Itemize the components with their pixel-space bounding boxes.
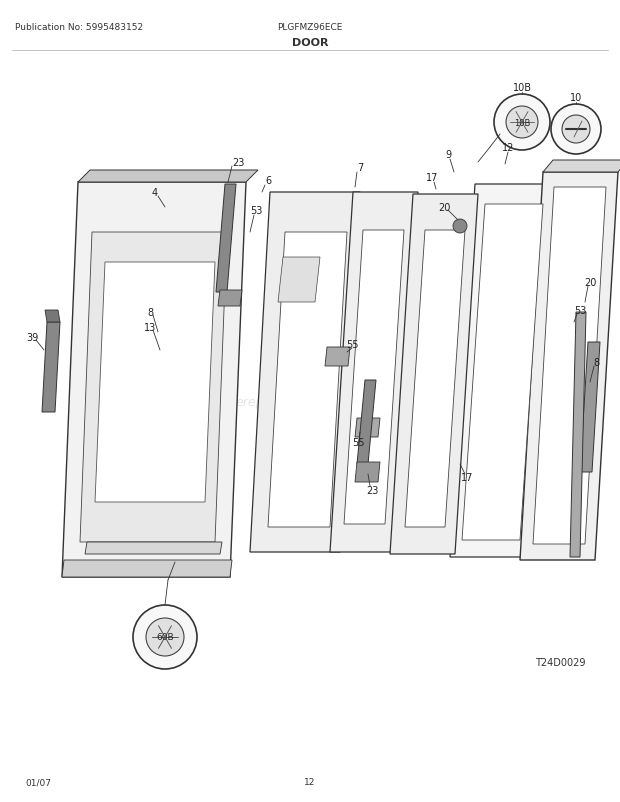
- Text: ereplacementparts.com: ereplacementparts.com: [235, 396, 385, 409]
- Polygon shape: [533, 188, 606, 545]
- Polygon shape: [355, 419, 380, 437]
- Polygon shape: [450, 184, 555, 557]
- Text: 17: 17: [461, 472, 473, 482]
- Text: 20: 20: [438, 203, 450, 213]
- Text: 7: 7: [357, 163, 363, 172]
- Polygon shape: [62, 183, 246, 577]
- Text: 10B: 10B: [513, 83, 531, 93]
- Text: 55: 55: [346, 339, 358, 350]
- Text: 6: 6: [265, 176, 271, 186]
- Polygon shape: [45, 310, 60, 322]
- Text: 53: 53: [250, 206, 262, 216]
- Text: 23: 23: [232, 158, 244, 168]
- Circle shape: [551, 105, 601, 155]
- Text: 55: 55: [352, 437, 364, 448]
- Text: 8: 8: [147, 308, 153, 318]
- Polygon shape: [80, 233, 227, 542]
- Circle shape: [562, 115, 590, 144]
- Polygon shape: [95, 263, 215, 502]
- Text: 20: 20: [584, 277, 596, 288]
- Polygon shape: [462, 205, 543, 541]
- Polygon shape: [357, 380, 376, 464]
- Polygon shape: [250, 192, 360, 553]
- Circle shape: [494, 95, 550, 151]
- Polygon shape: [355, 463, 380, 482]
- Polygon shape: [330, 192, 418, 553]
- Text: DOOR: DOOR: [292, 38, 328, 48]
- Polygon shape: [520, 172, 618, 561]
- Text: T24D0029: T24D0029: [534, 657, 585, 667]
- Text: 39: 39: [26, 333, 38, 342]
- Circle shape: [453, 220, 467, 233]
- Text: 8: 8: [593, 358, 599, 367]
- Polygon shape: [344, 231, 404, 525]
- Text: 53: 53: [574, 306, 586, 316]
- Polygon shape: [62, 561, 232, 577]
- Polygon shape: [78, 171, 258, 183]
- Text: 23: 23: [366, 485, 378, 496]
- Polygon shape: [325, 347, 350, 367]
- Polygon shape: [390, 195, 478, 554]
- Circle shape: [133, 606, 197, 669]
- Polygon shape: [278, 257, 320, 302]
- Text: PLGFMZ96ECE: PLGFMZ96ECE: [277, 23, 343, 32]
- Text: 17: 17: [426, 172, 438, 183]
- Text: 12: 12: [502, 143, 514, 153]
- Text: 10B: 10B: [514, 119, 530, 128]
- Text: 10: 10: [570, 93, 582, 103]
- Polygon shape: [405, 231, 465, 528]
- Polygon shape: [570, 313, 586, 557]
- Polygon shape: [218, 290, 242, 306]
- Circle shape: [146, 618, 184, 656]
- Circle shape: [506, 107, 538, 139]
- Text: 4: 4: [152, 188, 158, 198]
- Polygon shape: [268, 233, 347, 528]
- Polygon shape: [216, 184, 236, 293]
- Text: 9: 9: [445, 150, 451, 160]
- Polygon shape: [543, 160, 620, 172]
- Polygon shape: [85, 542, 222, 554]
- Text: 60B: 60B: [156, 633, 174, 642]
- Polygon shape: [580, 342, 600, 472]
- Polygon shape: [42, 322, 60, 412]
- Text: 01/07: 01/07: [25, 777, 51, 787]
- Text: 12: 12: [304, 777, 316, 787]
- Text: 13: 13: [144, 322, 156, 333]
- Text: Publication No: 5995483152: Publication No: 5995483152: [15, 23, 143, 32]
